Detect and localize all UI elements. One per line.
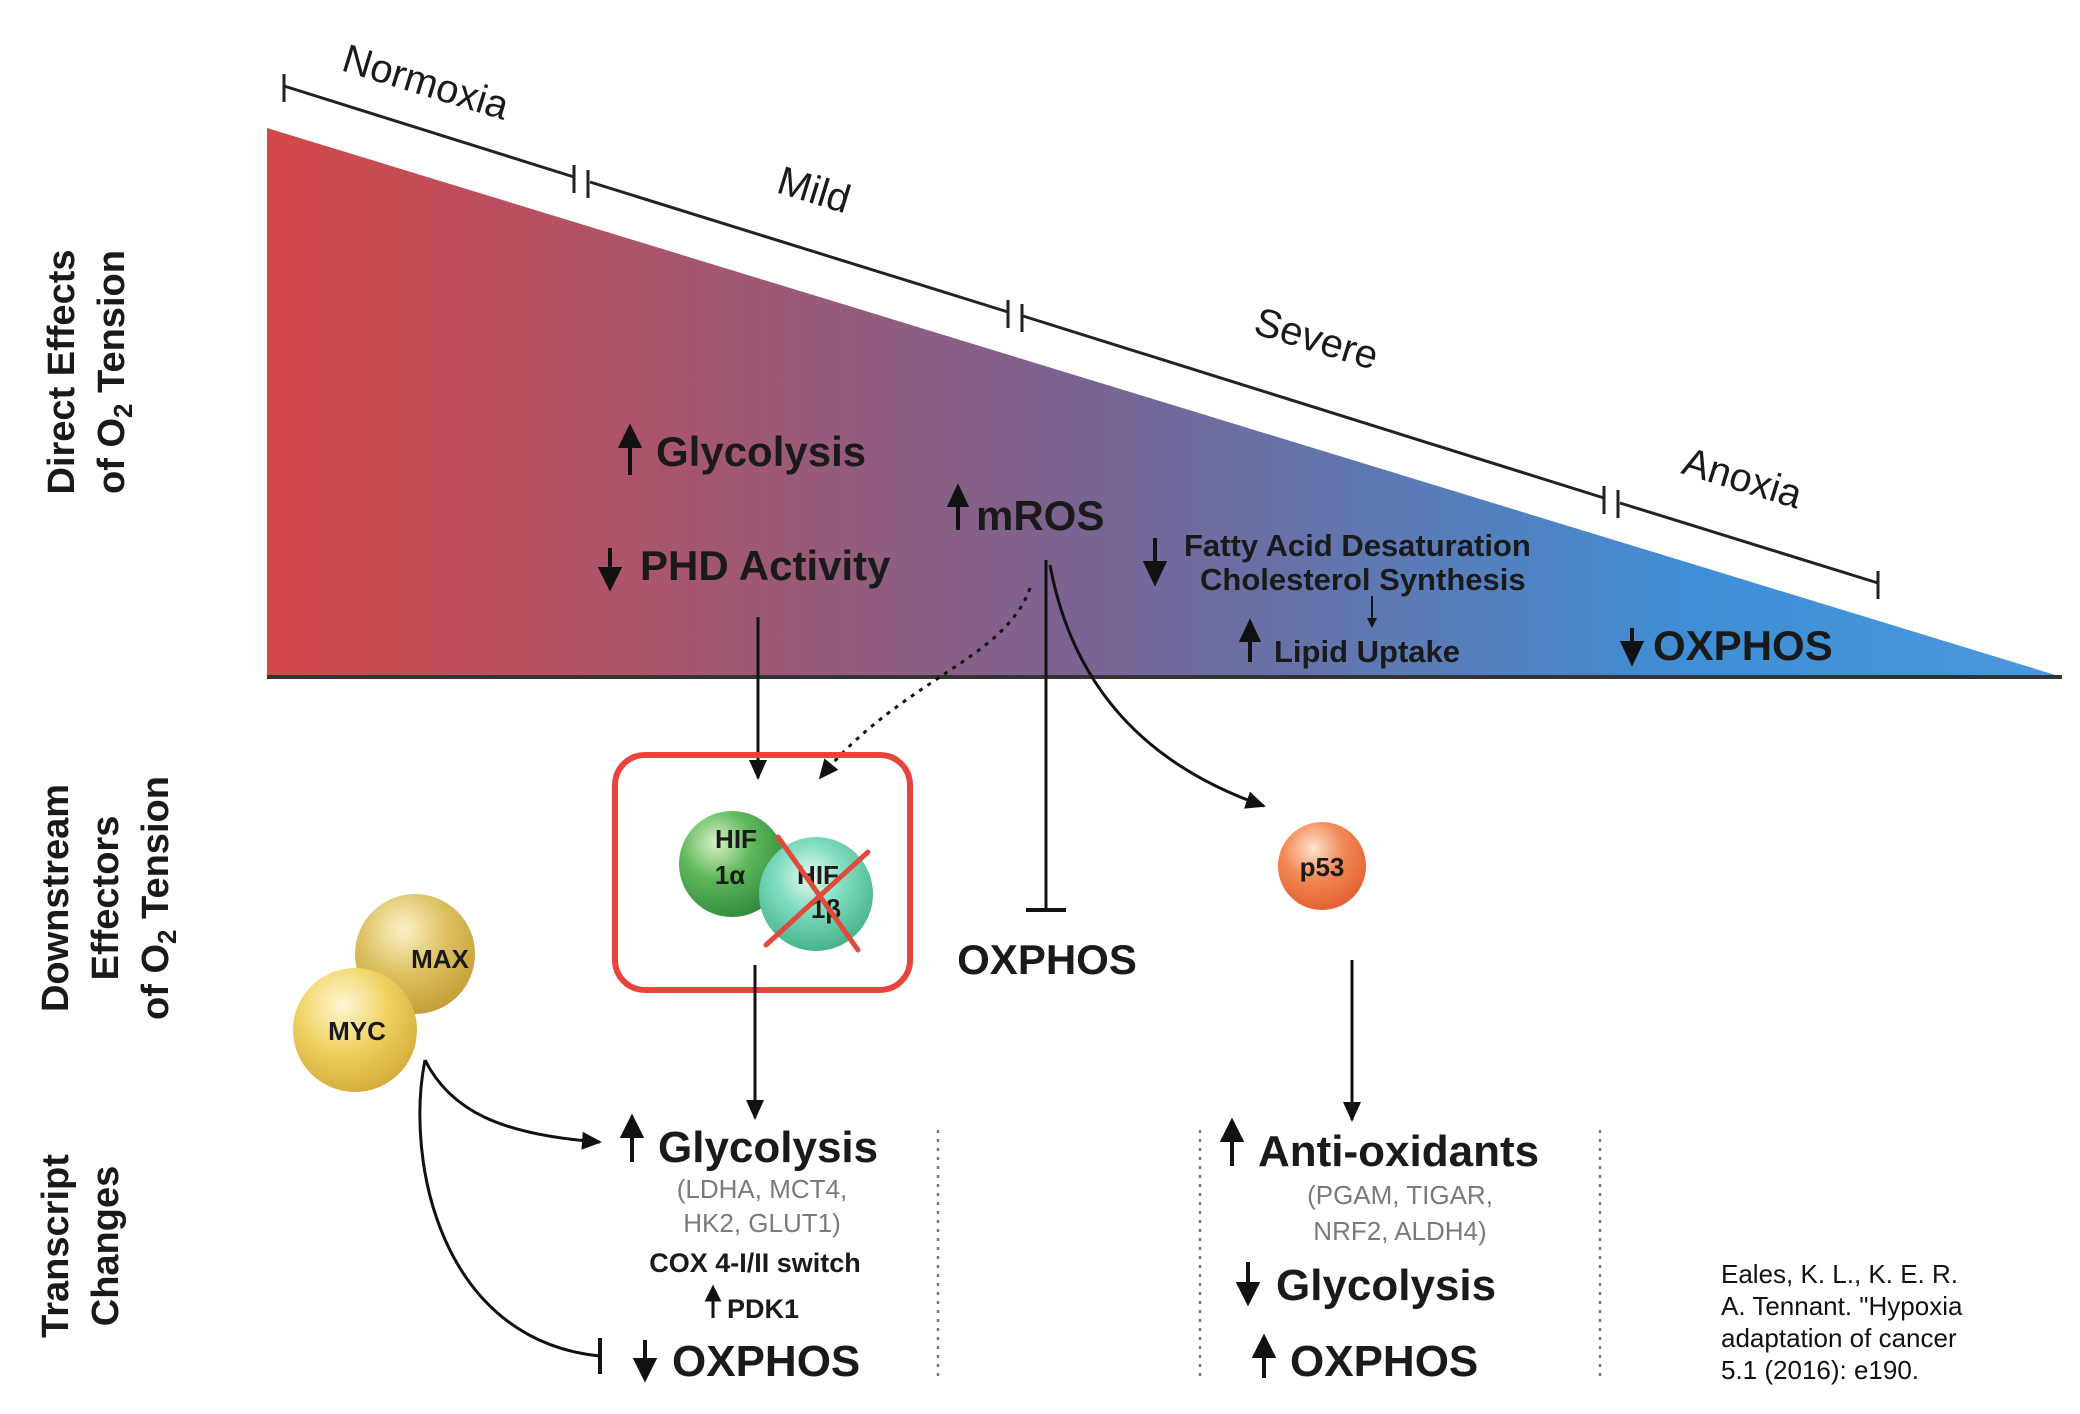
hif1a-node bbox=[679, 811, 785, 917]
transcript-glycolysis: Glycolysis bbox=[658, 1123, 878, 1172]
direct-lipid-uptake: Lipid Uptake bbox=[1274, 634, 1460, 669]
arrow-myc-to-glycolysis bbox=[423, 1059, 602, 1150]
zone-label-severe: Severe bbox=[1249, 300, 1383, 379]
up-arrow-icon bbox=[704, 1284, 722, 1318]
transcript-antioxidants: Anti-oxidants bbox=[1258, 1127, 1539, 1176]
down-arrow-icon bbox=[1619, 628, 1645, 667]
row-label-transcript-changes: Transcript Changes bbox=[35, 1154, 127, 1338]
down-arrow-icon bbox=[1142, 538, 1168, 587]
zone-label-normoxia: Normoxia bbox=[337, 37, 514, 129]
citation-text: Eales, K. L., K. E. R. A. Tennant. "Hypo… bbox=[1721, 1258, 2080, 1408]
transcript-oxphos-up: OXPHOS bbox=[1290, 1337, 1478, 1386]
zone-label-mild: Mild bbox=[772, 159, 855, 223]
transcript-glycolysis-genes-1: (LDHA, MCT4, bbox=[677, 1174, 847, 1204]
row-label-direct-effects: Direct Effects of O2 Tension bbox=[41, 250, 138, 495]
oxygen-gradient-wedge bbox=[267, 128, 2062, 677]
inhibition-myc-to-oxphos bbox=[418, 1059, 601, 1358]
transcript-oxphos-down: OXPHOS bbox=[672, 1337, 860, 1386]
citation-line-2: A. Tennant. "Hypoxia bbox=[1721, 1291, 1963, 1321]
arrow-mros-to-p53 bbox=[1048, 564, 1266, 809]
up-arrow-icon bbox=[617, 423, 643, 475]
hif1a-label: HIF bbox=[715, 824, 757, 854]
cross-out-icon bbox=[763, 834, 871, 953]
row-label-downstream-effectors: Downstream Effectors of O2 Tension bbox=[35, 776, 182, 1020]
citation-line-3: adaptation of cancer bbox=[1721, 1323, 1957, 1353]
down-arrow-icon bbox=[1235, 1262, 1261, 1307]
up-arrow-icon bbox=[1219, 1117, 1245, 1166]
up-arrow-icon bbox=[619, 1113, 645, 1162]
up-arrow-icon bbox=[1238, 618, 1262, 662]
up-arrow-icon bbox=[946, 483, 970, 530]
zone-label-anoxia: Anoxia bbox=[1677, 440, 1808, 518]
dotted-arrow-mros-to-hif bbox=[818, 587, 1032, 780]
direct-glycolysis: Glycolysis bbox=[656, 428, 866, 475]
oxygen-zone-bracket bbox=[282, 74, 1880, 599]
row-label-direct-line1: Direct Effects bbox=[41, 250, 83, 495]
transcript-cox-switch: COX 4-I/II switch bbox=[649, 1248, 861, 1278]
transcript-antioxidant-genes-2: NRF2, ALDH4) bbox=[1313, 1216, 1486, 1246]
myc-label: MYC bbox=[328, 1016, 386, 1046]
row-label-transcript-line2: Changes bbox=[85, 1166, 127, 1326]
citation-line-4: 5.1 (2016): e190. bbox=[1721, 1355, 1920, 1385]
hif-highlight-box bbox=[612, 752, 913, 993]
down-arrow-icon bbox=[632, 1340, 658, 1383]
effector-oxphos: OXPHOS bbox=[957, 936, 1137, 983]
row-label-direct-line2: of O2 Tension bbox=[91, 250, 138, 494]
direct-phd-activity: PHD Activity bbox=[640, 542, 891, 589]
transcript-glycolysis-genes-2: HK2, GLUT1) bbox=[683, 1208, 841, 1238]
transcript-pdk1: PDK1 bbox=[727, 1294, 799, 1324]
down-arrow-icon bbox=[597, 548, 623, 592]
p53-node bbox=[1278, 822, 1366, 910]
row-label-downstream-line3: of O2 Tension bbox=[135, 776, 182, 1020]
p53-label: p53 bbox=[1300, 852, 1345, 882]
transcript-antioxidant-genes-1: (PGAM, TIGAR, bbox=[1307, 1180, 1493, 1210]
transcript-glycolysis-down: Glycolysis bbox=[1276, 1261, 1496, 1310]
direct-fatty-acid-desaturation: Fatty Acid Desaturation bbox=[1184, 528, 1531, 563]
direct-mros: mROS bbox=[976, 492, 1104, 539]
hif1a-label-sub: 1α bbox=[715, 860, 745, 890]
up-arrow-icon bbox=[1251, 1333, 1277, 1378]
row-label-transcript-line1: Transcript bbox=[35, 1154, 77, 1338]
row-label-downstream-line1: Downstream bbox=[35, 784, 77, 1012]
myc-node bbox=[293, 968, 417, 1092]
row-label-downstream-line2: Effectors bbox=[85, 816, 127, 981]
direct-cholesterol-synthesis: Cholesterol Synthesis bbox=[1200, 562, 1526, 597]
max-label: MAX bbox=[411, 944, 469, 974]
direct-oxphos: OXPHOS bbox=[1653, 622, 1833, 669]
citation-line-1: Eales, K. L., K. E. R. bbox=[1721, 1259, 1958, 1289]
